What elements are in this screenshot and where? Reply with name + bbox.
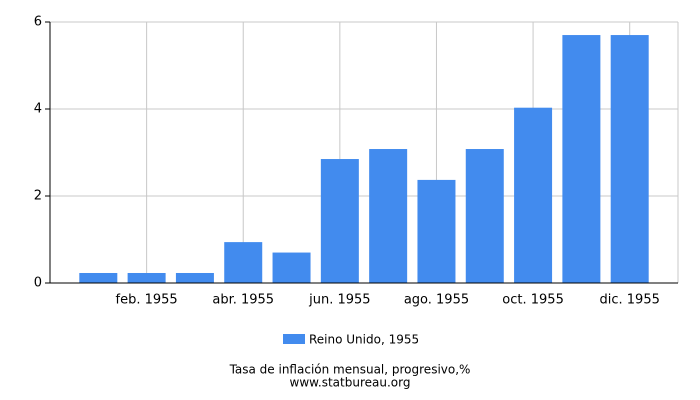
source: www.statbureau.org bbox=[290, 376, 411, 390]
y-tick-label: 6 bbox=[34, 15, 42, 30]
y-tick-label: 2 bbox=[34, 189, 42, 204]
x-tick-label: jun. 1955 bbox=[308, 293, 370, 308]
bar bbox=[562, 35, 601, 283]
bar bbox=[79, 272, 118, 283]
bar bbox=[127, 272, 166, 283]
x-tick-label: oct. 1955 bbox=[502, 293, 564, 308]
bar bbox=[417, 179, 456, 283]
bar bbox=[272, 252, 311, 283]
bar bbox=[610, 35, 649, 283]
y-tick-label: 0 bbox=[34, 276, 42, 291]
bar bbox=[465, 149, 504, 283]
x-tick-label: abr. 1955 bbox=[212, 293, 274, 308]
x-tick-label: dic. 1955 bbox=[600, 293, 660, 308]
legend-label: Reino Unido, 1955 bbox=[309, 333, 419, 347]
bar bbox=[514, 107, 553, 283]
y-tick-label: 4 bbox=[34, 102, 42, 117]
bar bbox=[320, 159, 359, 283]
bar bbox=[224, 242, 263, 283]
chart-title: Tasa de inflación mensual, progresivo,% bbox=[229, 363, 471, 377]
legend-swatch bbox=[283, 334, 305, 344]
x-tick-label: ago. 1955 bbox=[404, 293, 469, 308]
bar bbox=[369, 149, 408, 283]
bar bbox=[175, 272, 214, 283]
x-tick-label: feb. 1955 bbox=[116, 293, 178, 308]
